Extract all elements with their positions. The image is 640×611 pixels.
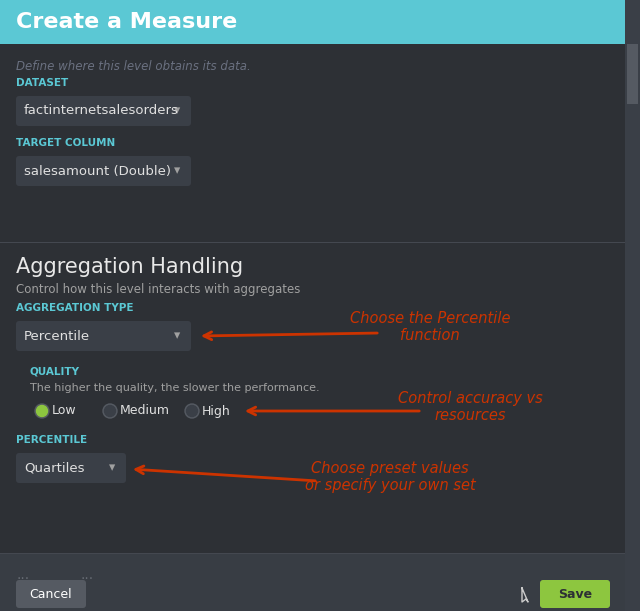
Text: High: High (202, 404, 231, 417)
Text: salesamount (Double): salesamount (Double) (24, 164, 171, 178)
Text: Quartiles: Quartiles (24, 461, 84, 475)
Circle shape (36, 406, 47, 417)
Text: AGGREGATION TYPE: AGGREGATION TYPE (16, 303, 134, 313)
Text: ▾: ▾ (109, 461, 115, 475)
FancyBboxPatch shape (16, 156, 191, 186)
Bar (0, 44, 625, 242)
Circle shape (35, 404, 49, 418)
Text: Control how this level interacts with aggregates: Control how this level interacts with ag… (16, 283, 300, 296)
Text: TARGET COLUMN: TARGET COLUMN (16, 138, 115, 148)
Text: QUALITY: QUALITY (30, 367, 80, 377)
FancyBboxPatch shape (16, 580, 86, 608)
Text: Aggregation Handling: Aggregation Handling (16, 257, 243, 277)
Bar (0, 0, 640, 44)
FancyBboxPatch shape (16, 321, 191, 351)
Text: Save: Save (558, 588, 592, 601)
Bar (0, 553, 625, 554)
Text: ▾: ▾ (174, 164, 180, 178)
Text: factinternetsalesorders: factinternetsalesorders (24, 104, 179, 117)
Circle shape (103, 404, 117, 418)
Text: ...: ... (16, 568, 29, 582)
Text: DATASET: DATASET (16, 78, 68, 88)
FancyBboxPatch shape (16, 453, 126, 483)
Bar (0, 242, 625, 243)
Text: ▾: ▾ (174, 104, 180, 117)
Circle shape (104, 406, 115, 417)
Text: Choose the Percentile
function: Choose the Percentile function (349, 311, 510, 343)
Circle shape (186, 406, 198, 417)
Text: Control accuracy vs
resources: Control accuracy vs resources (397, 391, 542, 423)
Text: Low: Low (52, 404, 77, 417)
Text: PERCENTILE: PERCENTILE (16, 435, 87, 445)
FancyBboxPatch shape (540, 580, 610, 608)
Text: Cancel: Cancel (29, 588, 72, 601)
FancyBboxPatch shape (16, 96, 191, 126)
Circle shape (185, 404, 199, 418)
Text: The higher the quality, the slower the performance.: The higher the quality, the slower the p… (30, 383, 319, 393)
Circle shape (40, 409, 45, 414)
Text: ▾: ▾ (174, 329, 180, 343)
Bar (627, 44, 638, 104)
Text: Create a Measure: Create a Measure (16, 12, 237, 32)
Text: Define where this level obtains its data.: Define where this level obtains its data… (16, 60, 251, 73)
Text: Medium: Medium (120, 404, 170, 417)
Text: Percentile: Percentile (24, 329, 90, 343)
Bar (625, 0, 640, 611)
Bar (0, 554, 625, 611)
Text: Choose preset values
or specify your own set: Choose preset values or specify your own… (305, 461, 476, 494)
Text: ...: ... (80, 568, 93, 582)
